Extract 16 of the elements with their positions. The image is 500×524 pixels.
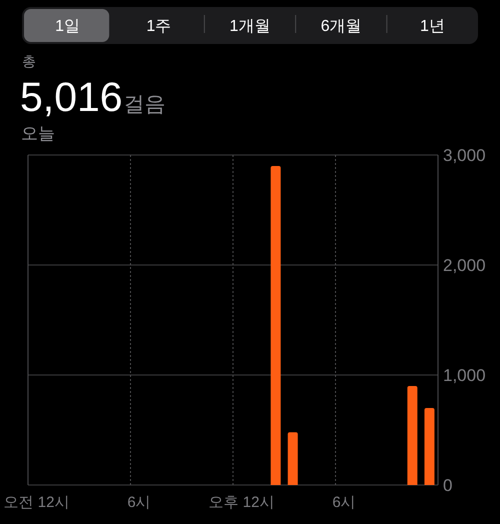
y-tick-label: 2,000 <box>443 256 486 275</box>
y-tick-label: 0 <box>443 476 452 495</box>
segment-label: 1개월 <box>230 18 270 35</box>
x-tick-label: 오후 12시 <box>208 494 274 511</box>
y-tick-label: 1,000 <box>443 366 486 385</box>
segment-label: 6개월 <box>320 18 362 35</box>
x-tick-label: 6시 <box>127 494 151 511</box>
title: 5,016걸음 <box>20 74 166 120</box>
segment-label: 1주 <box>146 18 172 35</box>
y-tick-label: 3,000 <box>443 146 486 165</box>
x-tick-label: 오전 12시 <box>4 494 70 511</box>
segment-label: 1일 <box>55 18 80 35</box>
subtitle: 오늘 <box>21 124 55 143</box>
annotation: 총 <box>22 53 36 69</box>
x-tick-label: 6시 <box>332 494 356 511</box>
segment-label: 1년 <box>420 18 445 35</box>
